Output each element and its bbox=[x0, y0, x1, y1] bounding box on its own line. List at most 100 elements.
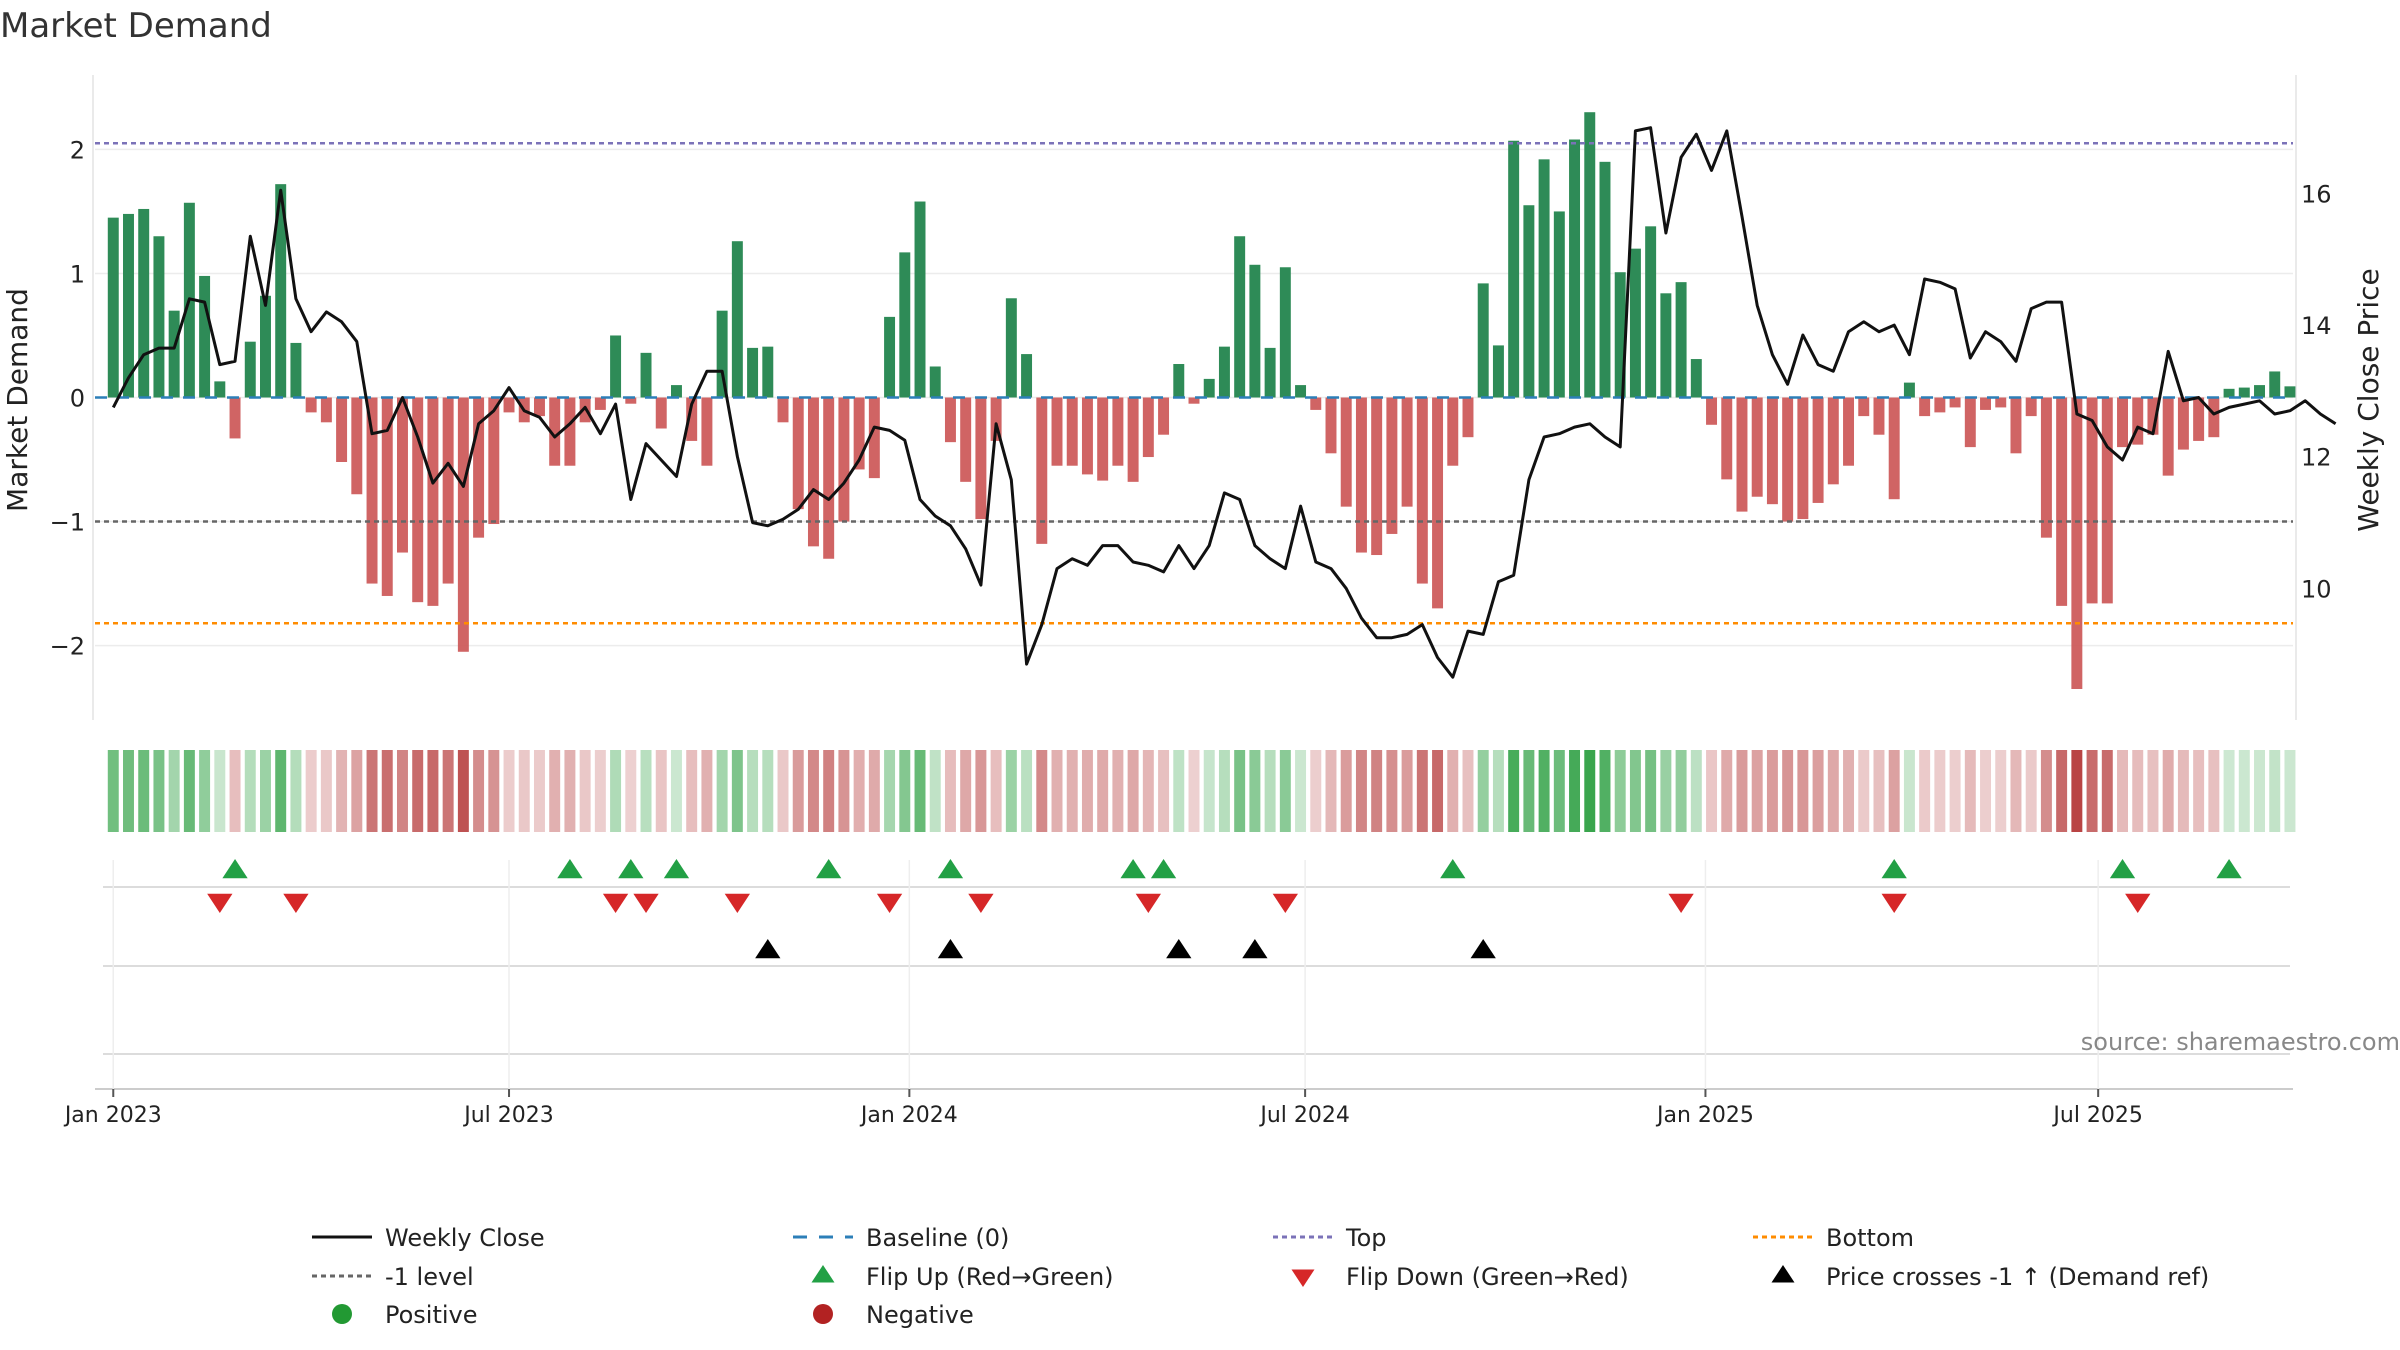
demand-bar bbox=[899, 252, 911, 398]
strip-cell bbox=[990, 750, 1002, 832]
strip-cell bbox=[1492, 750, 1504, 832]
demand-bar bbox=[1097, 397, 1109, 481]
demand-bar bbox=[1584, 112, 1596, 398]
demand-bar bbox=[1188, 397, 1200, 404]
flip-up-marker bbox=[1881, 859, 1907, 879]
demand-bar bbox=[1492, 345, 1504, 398]
strip-cell bbox=[899, 750, 911, 832]
demand-bar bbox=[1203, 378, 1215, 398]
strip-cell bbox=[823, 750, 835, 832]
strip-cell bbox=[1569, 750, 1581, 832]
strip-cell bbox=[290, 750, 302, 832]
strip-cell bbox=[183, 750, 195, 832]
demand-bar bbox=[1447, 397, 1459, 466]
strip-cell bbox=[2162, 750, 2174, 832]
demand-bar bbox=[1660, 293, 1672, 398]
demand-bar bbox=[2010, 397, 2022, 454]
demand-bar bbox=[549, 397, 561, 466]
demand-bar bbox=[1340, 397, 1352, 507]
strip-cell bbox=[1340, 750, 1352, 832]
price-cross-marker bbox=[1166, 939, 1192, 959]
demand-bar bbox=[2269, 371, 2281, 398]
strip-cell bbox=[138, 750, 150, 832]
demand-bar bbox=[412, 397, 424, 603]
demand-bar bbox=[244, 341, 256, 398]
flip-up-marker bbox=[816, 859, 842, 879]
strip-cell bbox=[777, 750, 789, 832]
strip-cell bbox=[244, 750, 256, 832]
demand-bar bbox=[1903, 382, 1915, 398]
strip-cell bbox=[2101, 750, 2113, 832]
strip-cell bbox=[731, 750, 743, 832]
strip-cell bbox=[1706, 750, 1718, 832]
x-tick-label: Jan 2025 bbox=[1655, 1103, 1754, 1128]
legend-positive: Positive bbox=[385, 1301, 478, 1329]
demand-bar bbox=[1523, 205, 1535, 398]
strip-cell bbox=[1051, 750, 1063, 832]
strip-cell bbox=[1127, 750, 1139, 832]
demand-bar bbox=[107, 217, 119, 398]
price-cross-marker bbox=[1470, 939, 1496, 959]
flip-down-marker bbox=[602, 893, 629, 913]
strip-cell bbox=[762, 750, 774, 832]
strip-cell bbox=[2254, 750, 2265, 832]
demand-bar bbox=[1919, 397, 1931, 417]
demand-bar bbox=[1934, 397, 1946, 413]
strip-cell bbox=[1614, 750, 1626, 832]
demand-bar bbox=[1234, 236, 1246, 398]
strip-cell bbox=[1645, 750, 1657, 832]
demand-bar bbox=[640, 352, 652, 398]
strip-cell bbox=[1173, 750, 1185, 832]
demand-bar bbox=[1858, 397, 1870, 417]
strip-cell bbox=[716, 750, 728, 832]
strip-cell bbox=[1523, 750, 1535, 832]
demand-bar bbox=[1721, 397, 1733, 480]
demand-heat-strip bbox=[107, 750, 2296, 832]
demand-bar bbox=[2193, 397, 2205, 441]
strip-cell bbox=[1873, 750, 1885, 832]
strip-cell bbox=[473, 750, 485, 832]
demand-bar bbox=[290, 342, 302, 398]
strip-cell bbox=[1843, 750, 1855, 832]
strip-cell bbox=[1477, 750, 1489, 832]
strip-cell bbox=[1553, 750, 1565, 832]
strip-cell bbox=[396, 750, 408, 832]
strip-cell bbox=[1203, 750, 1215, 832]
strip-cell bbox=[1371, 750, 1383, 832]
signal-markers: Jan 2023 Jul 2023 Jan 2024 Jul 2024 Jan 2025… bbox=[63, 859, 2293, 1128]
strip-cell bbox=[381, 750, 393, 832]
strip-cell bbox=[1964, 750, 1976, 832]
flip-down-marker bbox=[1272, 893, 1298, 913]
strip-cell bbox=[320, 750, 332, 832]
strip-cell bbox=[1690, 750, 1702, 832]
demand-bar bbox=[1112, 397, 1124, 466]
demand-bar bbox=[1051, 397, 1063, 466]
demand-bar bbox=[1843, 397, 1855, 466]
strip-cell bbox=[686, 750, 698, 832]
demand-bar bbox=[686, 397, 698, 441]
strip-cell bbox=[701, 750, 713, 832]
demand-bar bbox=[1173, 364, 1185, 398]
demand-bar bbox=[747, 347, 759, 398]
left-axis-label: Market Demand bbox=[1, 288, 34, 512]
demand-bar bbox=[1508, 140, 1520, 398]
right-tick-label: 12 bbox=[2301, 444, 2332, 472]
strip-cell bbox=[929, 750, 941, 832]
flip-up-marker bbox=[1440, 859, 1466, 879]
strip-cell bbox=[1142, 750, 1154, 832]
flip-up-marker bbox=[1120, 859, 1146, 879]
demand-bar bbox=[1888, 397, 1900, 500]
legend-flip-down-swatch bbox=[1291, 1269, 1315, 1287]
flip-down-marker bbox=[633, 893, 659, 913]
demand-bar bbox=[153, 236, 165, 398]
strip-cell bbox=[168, 750, 180, 832]
right-tick-label: 14 bbox=[2301, 312, 2332, 340]
demand-bar bbox=[2223, 388, 2235, 398]
strip-cell bbox=[1188, 750, 1200, 832]
strip-cell bbox=[533, 750, 545, 832]
flip-up-marker bbox=[557, 859, 583, 879]
demand-bar bbox=[594, 397, 606, 410]
strip-cell bbox=[305, 750, 317, 832]
demand-bar bbox=[1766, 397, 1778, 505]
demand-bar bbox=[564, 397, 576, 466]
